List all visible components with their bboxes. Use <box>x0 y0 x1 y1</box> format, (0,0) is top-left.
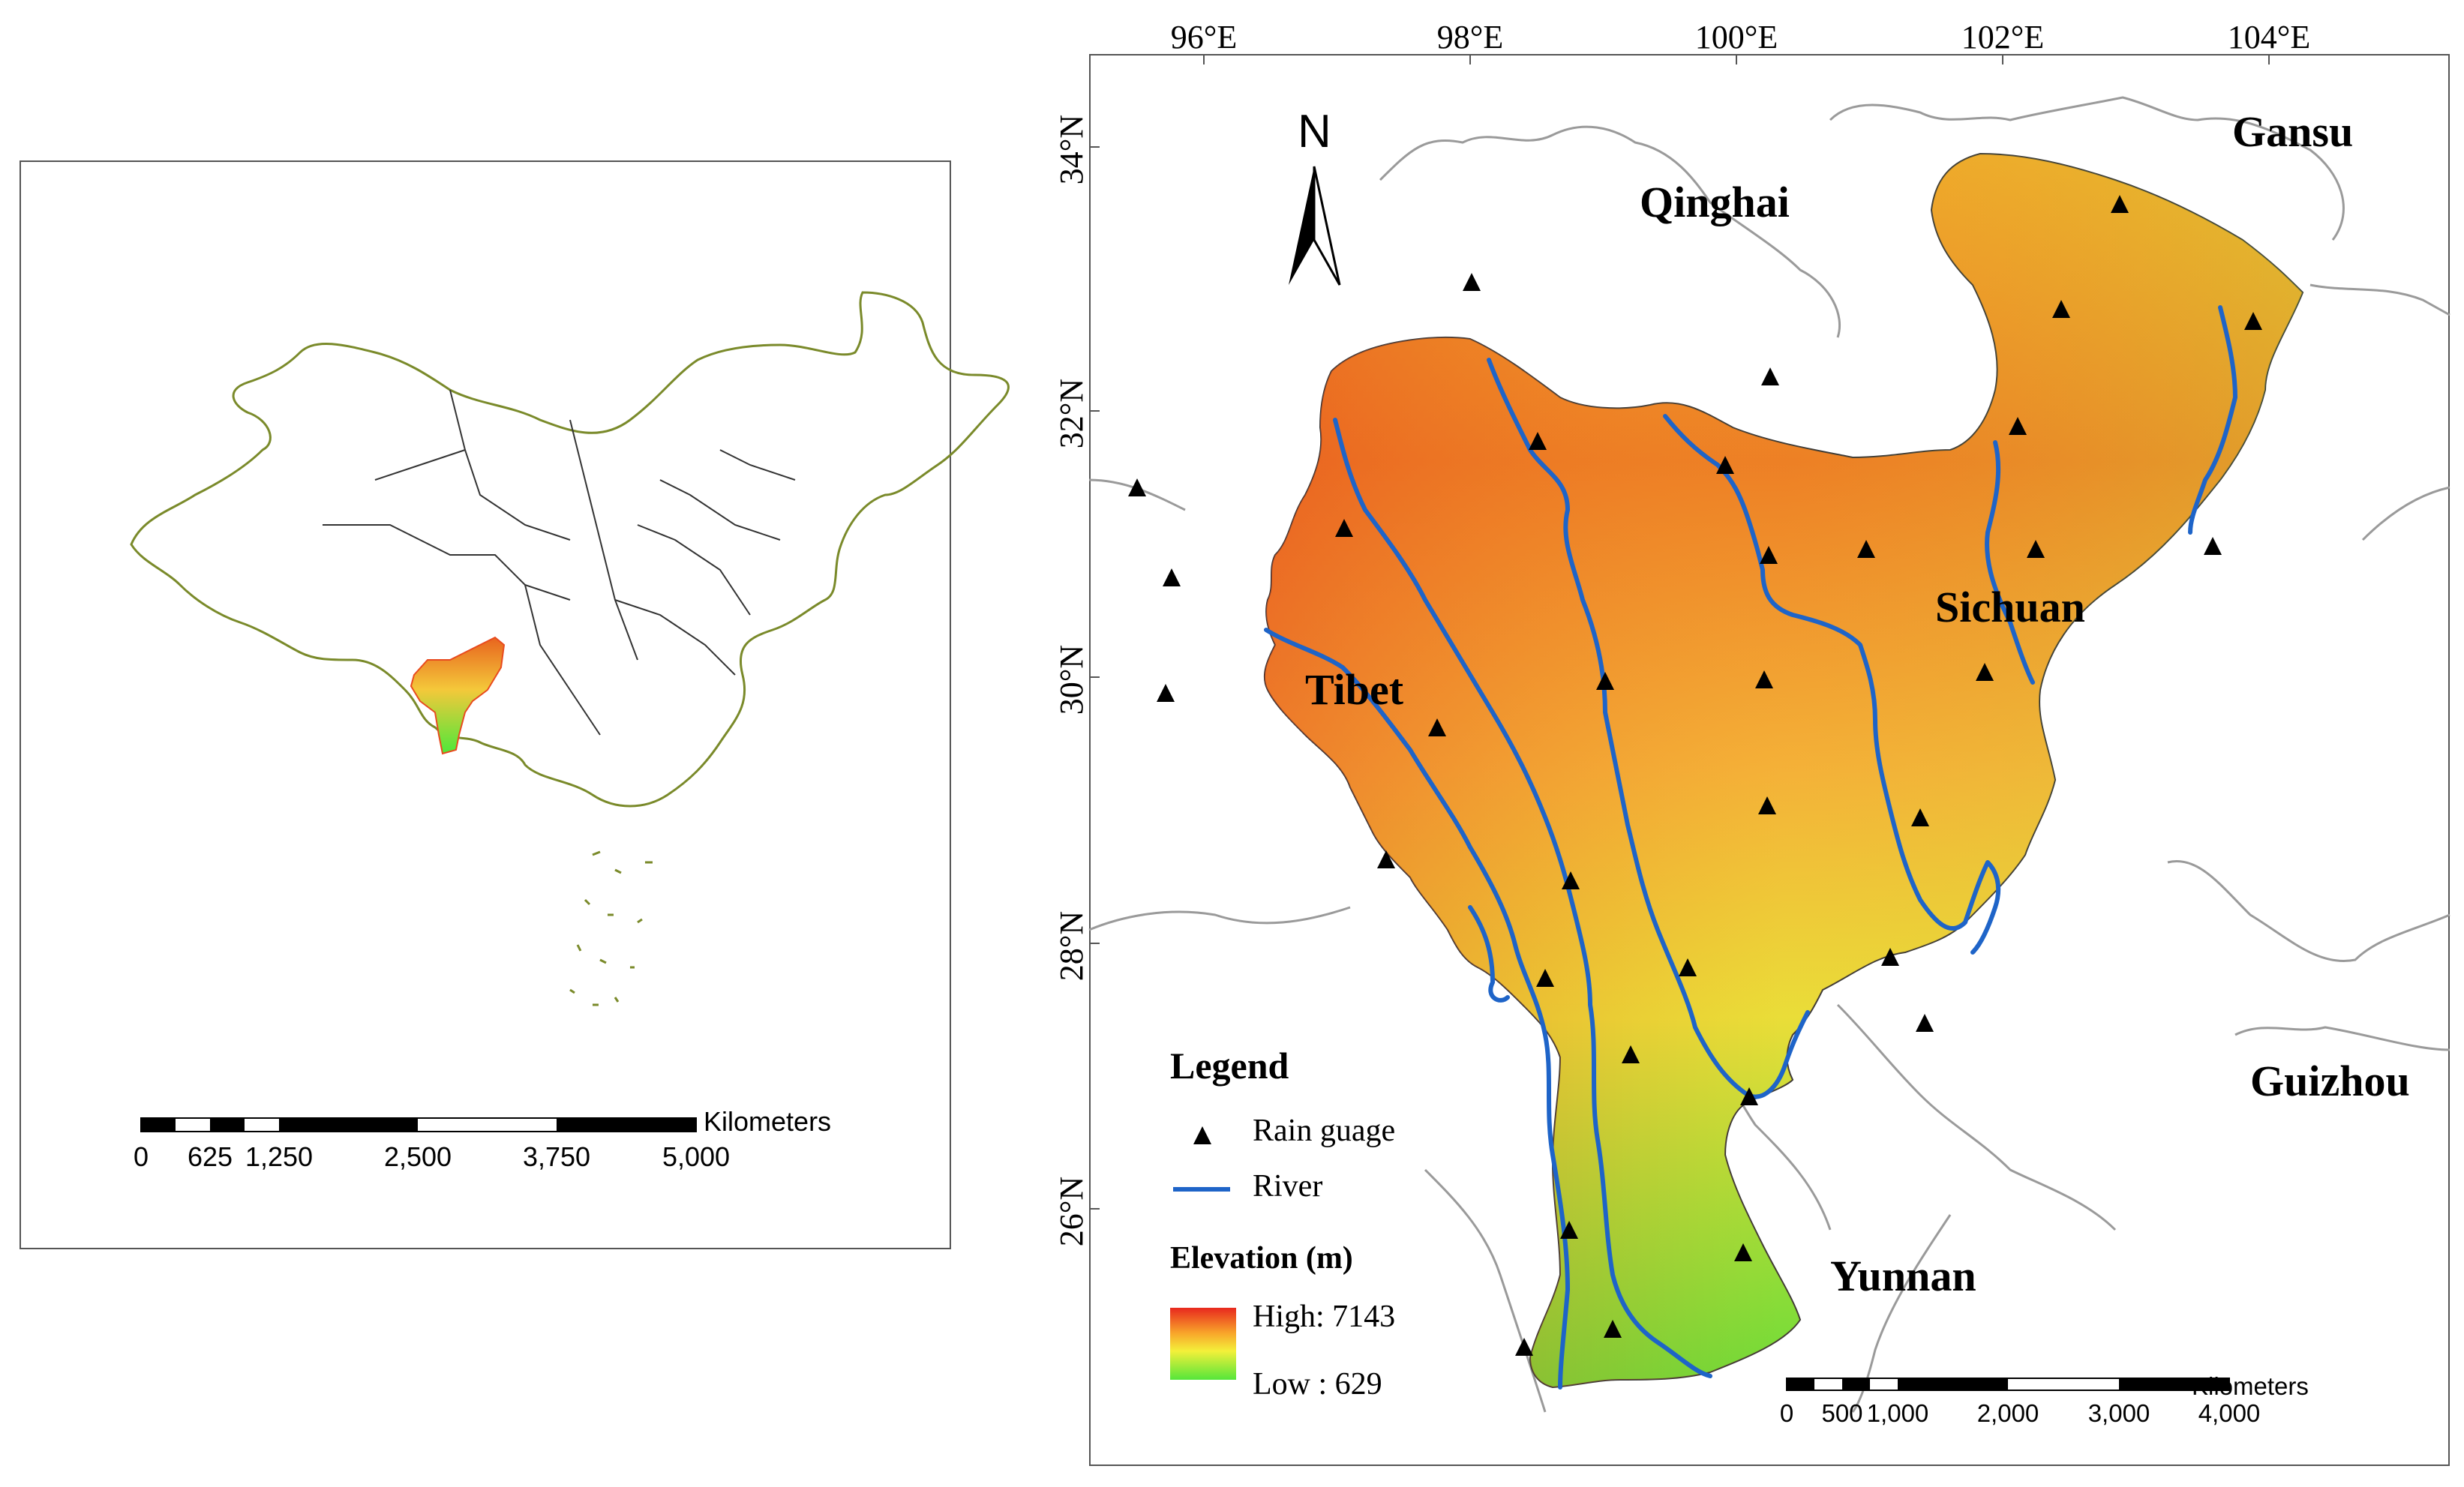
rain-gauges <box>1128 195 2262 1356</box>
rain-gauge-marker <box>1976 663 1994 681</box>
rain-gauge-marker <box>1335 519 1353 537</box>
legend-river-label: River <box>1253 1169 1323 1204</box>
rain-gauge-marker <box>1740 1087 1758 1105</box>
longitude-label: 104°E <box>2227 19 2311 55</box>
elevation-color-ramp <box>1170 1308 1236 1380</box>
inset-scale-tick: 625 <box>187 1141 233 1172</box>
graticule-ticks <box>1089 54 2270 1210</box>
main-scale-tick: 1,000 <box>1866 1399 1929 1427</box>
rain-gauge-marker <box>1755 670 1773 688</box>
rain-gauge-marker <box>1761 367 1779 385</box>
longitude-label: 96°E <box>1170 19 1238 55</box>
rain-gauge-marker <box>2052 300 2070 318</box>
north-arrow <box>1289 166 1341 286</box>
rain-gauge-marker <box>1560 1221 1578 1239</box>
province-label-qinghai: Qinghai <box>1640 178 1790 226</box>
province-label-gansu: Gansu <box>2232 107 2354 156</box>
province-label-sichuan: Sichuan <box>1935 583 2085 631</box>
legend-rain-gauge-label: Rain guage <box>1253 1114 1396 1148</box>
longitude-label: 102°E <box>1961 19 2045 55</box>
rain-gauge-marker <box>2204 537 2222 555</box>
rain-gauge-marker <box>1536 969 1554 987</box>
rain-gauge-marker <box>1562 871 1580 889</box>
rain-gauge-marker <box>1596 672 1614 690</box>
latitude-label: 34°N <box>1053 114 1091 185</box>
inset-south-sea-islands <box>569 850 653 1006</box>
inset-province-borders <box>323 389 796 736</box>
rain-gauge-marker <box>1463 273 1481 291</box>
rain-gauge-marker <box>1758 796 1776 814</box>
rain-gauge-marker <box>2111 195 2129 213</box>
legend-title: Legend <box>1170 1045 1289 1087</box>
inset-scale-bar <box>140 1117 697 1132</box>
inset-scale-tick: 5,000 <box>662 1141 731 1172</box>
legend-elevation-low: Low : 629 <box>1253 1367 1382 1402</box>
river <box>1468 905 1510 1003</box>
rain-gauge-marker <box>1916 1014 1934 1032</box>
longitude-label: 100°E <box>1694 19 1778 55</box>
rain-gauge-marker <box>1163 568 1181 586</box>
rain-gauge-marker <box>1604 1320 1622 1338</box>
rain-gauge-marker <box>1760 546 1778 564</box>
river <box>1663 414 2001 955</box>
inset-scale-tick: 0 <box>133 1141 149 1172</box>
main-scale-bar <box>1786 1378 2230 1391</box>
rain-gauge-marker <box>1515 1338 1533 1356</box>
legend-elevation-title: Elevation (m) <box>1170 1241 1353 1276</box>
inset-scale-tick: 1,250 <box>245 1141 314 1172</box>
province-label-guizhou: Guizhou <box>2250 1057 2410 1105</box>
main-scale-tick: 0 <box>1779 1399 1794 1427</box>
inset-scale-unit: Kilometers <box>704 1106 832 1137</box>
basin-relief-overlay <box>1264 154 2303 1387</box>
rain-gauge-marker <box>1377 850 1395 868</box>
inset-study-basin <box>410 636 506 755</box>
inset-scale-tick: 2,500 <box>383 1141 452 1172</box>
rain-gauge-marker <box>1716 456 1734 474</box>
north-arrow-label: N <box>1298 106 1331 157</box>
inset-map-frame <box>20 160 951 1249</box>
latitude-label: 26°N <box>1053 1176 1091 1247</box>
river <box>1333 418 1712 1378</box>
province-label-tibet: Tibet <box>1305 665 1404 714</box>
rain-gauge-marker <box>1881 948 1899 966</box>
rain-gauge-marker <box>1857 540 1875 558</box>
rain-gauge-marker <box>2027 540 2045 558</box>
china-outline <box>130 291 1010 808</box>
legend-elevation-high: High: 7143 <box>1253 1300 1396 1334</box>
rain-gauge-marker <box>1128 478 1146 496</box>
rain-gauge-marker <box>2244 312 2262 330</box>
river <box>1264 628 1570 1390</box>
rain-gauge-marker <box>1428 718 1446 736</box>
latitude-label: 30°N <box>1053 644 1091 715</box>
main-scale-tick: 500 <box>1821 1399 1863 1427</box>
river <box>1985 440 2035 685</box>
rain-gauge-marker <box>1157 684 1175 702</box>
main-scale-tick: 4,000 <box>2198 1399 2261 1427</box>
legend-symbols <box>1173 1126 1230 1192</box>
main-scale-tick: 3,000 <box>2087 1399 2150 1427</box>
river <box>2188 305 2237 535</box>
rain-gauge-marker <box>1529 432 1547 450</box>
rain-gauge-marker <box>1679 958 1697 976</box>
latitude-label: 32°N <box>1053 378 1091 449</box>
province-label-yunnan: Yunnan <box>1830 1252 1976 1300</box>
main-scale-unit: Kilometers <box>2192 1372 2309 1400</box>
longitude-label: 98°E <box>1436 19 1504 55</box>
latitude-label: 28°N <box>1053 910 1091 982</box>
inset-scale-tick: 3,750 <box>522 1141 591 1172</box>
main-scale-tick: 2,000 <box>1976 1399 2039 1427</box>
rain-gauge-marker <box>2009 417 2027 435</box>
rain-gauge-marker <box>1734 1243 1752 1261</box>
rain-gauge-marker <box>1622 1045 1640 1063</box>
rain-gauge-marker <box>1911 808 1929 826</box>
